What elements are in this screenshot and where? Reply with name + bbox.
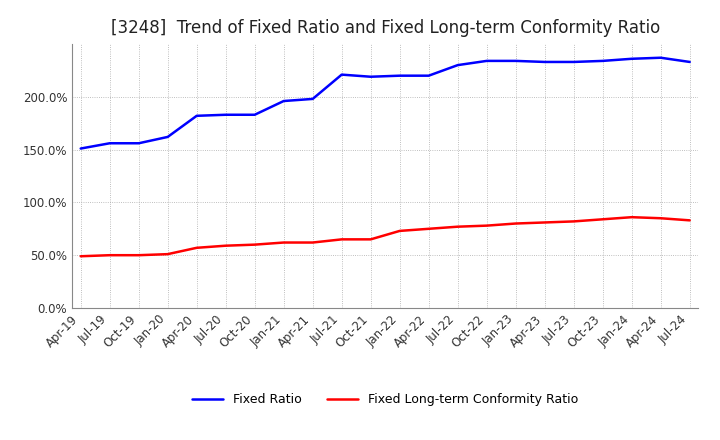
Fixed Long-term Conformity Ratio [657,216,665,221]
Fixed Long-term Conformity Ratio [511,221,520,226]
Fixed Ratio [279,99,288,104]
Fixed Long-term Conformity Ratio [395,228,404,234]
Fixed Ratio [511,58,520,63]
Legend: Fixed Ratio, Fixed Long-term Conformity Ratio: Fixed Ratio, Fixed Long-term Conformity … [187,388,583,411]
Fixed Ratio [454,62,462,68]
Fixed Ratio [395,73,404,78]
Fixed Long-term Conformity Ratio [279,240,288,245]
Fixed Ratio [657,55,665,60]
Fixed Ratio [221,112,230,117]
Fixed Ratio [251,112,259,117]
Fixed Long-term Conformity Ratio [570,219,578,224]
Fixed Long-term Conformity Ratio [598,216,607,222]
Fixed Long-term Conformity Ratio [482,223,491,228]
Fixed Long-term Conformity Ratio [541,220,549,225]
Fixed Long-term Conformity Ratio [308,240,317,245]
Fixed Long-term Conformity Ratio [192,245,201,250]
Fixed Ratio [570,59,578,65]
Fixed Ratio [685,59,694,65]
Fixed Ratio [482,58,491,63]
Fixed Long-term Conformity Ratio [366,237,375,242]
Fixed Ratio [338,72,346,77]
Fixed Ratio [424,73,433,78]
Fixed Long-term Conformity Ratio [76,253,85,259]
Fixed Long-term Conformity Ratio [251,242,259,247]
Fixed Ratio [627,56,636,62]
Fixed Ratio [76,146,85,151]
Fixed Ratio [135,141,143,146]
Line: Fixed Long-term Conformity Ratio: Fixed Long-term Conformity Ratio [81,217,690,256]
Fixed Long-term Conformity Ratio [221,243,230,248]
Fixed Long-term Conformity Ratio [105,253,114,258]
Fixed Long-term Conformity Ratio [424,226,433,231]
Fixed Ratio [366,74,375,79]
Fixed Long-term Conformity Ratio [454,224,462,229]
Fixed Ratio [308,96,317,102]
Fixed Long-term Conformity Ratio [685,218,694,223]
Fixed Long-term Conformity Ratio [627,215,636,220]
Fixed Ratio [598,58,607,63]
Fixed Long-term Conformity Ratio [163,252,172,257]
Fixed Long-term Conformity Ratio [338,237,346,242]
Fixed Ratio [105,141,114,146]
Fixed Long-term Conformity Ratio [135,253,143,258]
Fixed Ratio [541,59,549,65]
Line: Fixed Ratio: Fixed Ratio [81,58,690,149]
Fixed Ratio [192,113,201,118]
Fixed Ratio [163,134,172,139]
Title: [3248]  Trend of Fixed Ratio and Fixed Long-term Conformity Ratio: [3248] Trend of Fixed Ratio and Fixed Lo… [111,19,660,37]
